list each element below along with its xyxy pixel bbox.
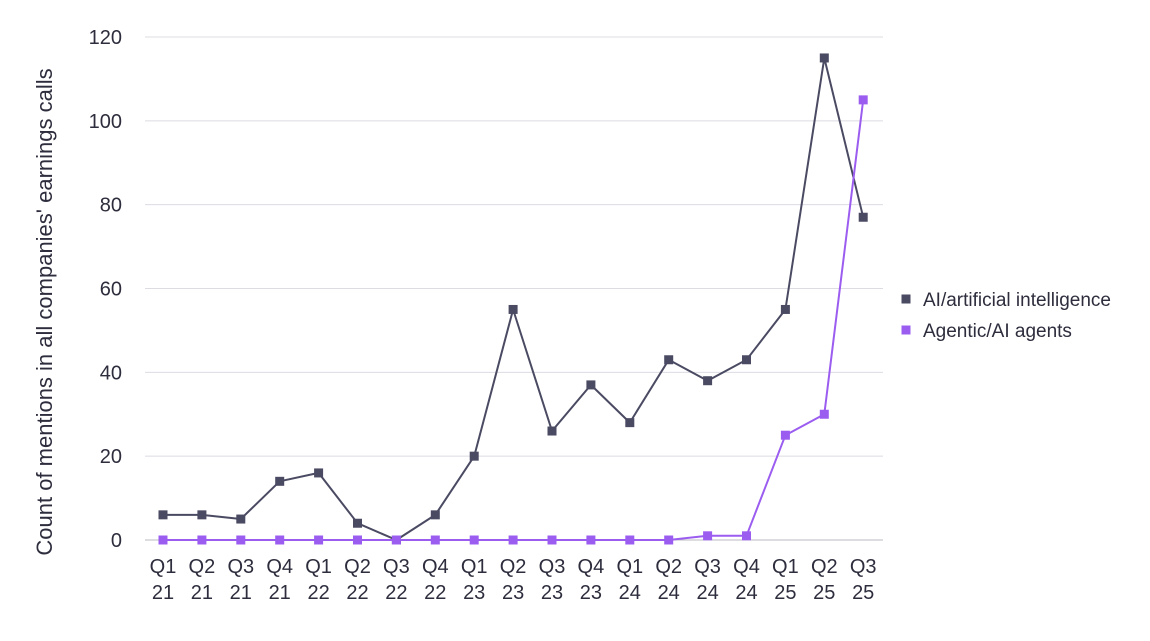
y-tick-label: 20: [100, 446, 122, 468]
y-tick-label: 40: [100, 362, 122, 384]
x-tick-label: Q2: [500, 556, 527, 578]
x-tick-label: 24: [619, 582, 641, 604]
data-point: [625, 418, 635, 428]
legend-marker: [901, 325, 911, 335]
x-tick-label: 22: [424, 582, 446, 604]
data-point: [547, 535, 557, 545]
legend-label: AI/artificial intelligence: [923, 290, 1111, 311]
x-tick-label: Q3: [694, 556, 721, 578]
data-point: [197, 535, 207, 545]
data-point: [236, 514, 246, 524]
y-tick-label: 120: [89, 27, 122, 49]
data-point: [742, 531, 751, 541]
data-point: [547, 426, 557, 436]
data-point: [508, 304, 518, 314]
data-point: [158, 510, 168, 520]
data-point: [703, 531, 713, 541]
y-axis-ticks: 0 20 40 60 80 100 120: [89, 27, 122, 552]
data-point: [353, 518, 362, 528]
data-point: [353, 535, 362, 545]
x-tick-label: Q4: [733, 556, 760, 578]
x-tick-label: 25: [774, 582, 796, 604]
data-point: [314, 535, 324, 545]
x-tick-label: 21: [230, 582, 252, 604]
x-tick-label: 21: [269, 582, 291, 604]
series-line: [163, 99, 865, 541]
series-2: [158, 95, 868, 545]
data-point: [158, 535, 168, 545]
series-1: [158, 53, 868, 545]
data-point: [819, 53, 829, 63]
x-tick-label: 22: [385, 582, 407, 604]
legend-label: Agentic/AI agents: [923, 321, 1072, 342]
data-point: [780, 430, 790, 440]
x-tick-label: Q2: [189, 556, 216, 578]
data-point: [430, 510, 440, 520]
series-lines: [158, 53, 868, 545]
x-tick-label: Q3: [383, 556, 410, 578]
legend-marker: [901, 294, 911, 304]
x-tick-label: Q2: [655, 556, 682, 578]
data-point: [236, 535, 246, 545]
data-point: [275, 476, 285, 486]
x-tick-label: Q2: [344, 556, 371, 578]
x-tick-label: Q2: [811, 556, 838, 578]
x-tick-label: Q4: [266, 556, 293, 578]
x-tick-label: 21: [152, 582, 174, 604]
gridlines: [145, 36, 883, 541]
data-point: [742, 355, 751, 365]
data-point: [275, 535, 285, 545]
legend-item: Agentic/AI agents: [901, 321, 1072, 342]
data-point: [197, 510, 207, 520]
x-tick-label: Q4: [578, 556, 605, 578]
data-point: [430, 535, 440, 545]
x-tick-label: 22: [307, 582, 329, 604]
y-axis-label: Count of mentions in all companies' earn…: [32, 68, 57, 555]
data-point: [780, 304, 790, 314]
y-tick-label: 80: [100, 195, 122, 217]
x-tick-label: Q1: [461, 556, 488, 578]
data-point: [858, 212, 868, 222]
data-point: [508, 535, 518, 545]
data-point: [819, 409, 829, 419]
data-point: [625, 535, 635, 545]
x-tick-label: Q1: [772, 556, 799, 578]
x-axis-ticks: Q1 21 Q2 21 Q3 21 Q4 21 Q1 22 Q2 22 Q3 22 Q4 22 Q1 23 Q2 23…: [150, 556, 877, 604]
data-point: [664, 355, 674, 365]
y-tick-label: 60: [100, 279, 122, 301]
data-point: [664, 535, 674, 545]
x-tick-label: 23: [541, 582, 563, 604]
data-point: [586, 380, 596, 390]
x-tick-label: Q1: [616, 556, 643, 578]
x-tick-label: Q3: [227, 556, 254, 578]
y-tick-label: 0: [111, 530, 122, 552]
x-tick-label: 24: [735, 582, 757, 604]
data-point: [469, 451, 479, 461]
x-tick-label: Q3: [850, 556, 877, 578]
data-point: [391, 535, 401, 545]
x-tick-label: 22: [346, 582, 368, 604]
data-point: [586, 535, 596, 545]
x-tick-label: 24: [658, 582, 680, 604]
x-tick-label: 21: [191, 582, 213, 604]
data-point: [703, 376, 713, 386]
x-tick-label: Q4: [422, 556, 449, 578]
legend-item: AI/artificial intelligence: [901, 290, 1111, 311]
legend: AI/artificial intelligence Agentic/AI age…: [901, 290, 1111, 342]
x-tick-label: Q1: [150, 556, 177, 578]
x-tick-label: 24: [696, 582, 718, 604]
y-tick-label: 100: [89, 111, 122, 133]
data-point: [469, 535, 479, 545]
x-tick-label: 23: [580, 582, 602, 604]
x-tick-label: 23: [463, 582, 485, 604]
x-tick-label: Q3: [539, 556, 566, 578]
series-line: [163, 57, 865, 541]
data-point: [314, 468, 324, 478]
x-tick-label: 25: [852, 582, 874, 604]
data-point: [858, 95, 868, 105]
x-tick-label: 23: [502, 582, 524, 604]
x-tick-label: Q1: [305, 556, 332, 578]
x-tick-label: 25: [813, 582, 835, 604]
